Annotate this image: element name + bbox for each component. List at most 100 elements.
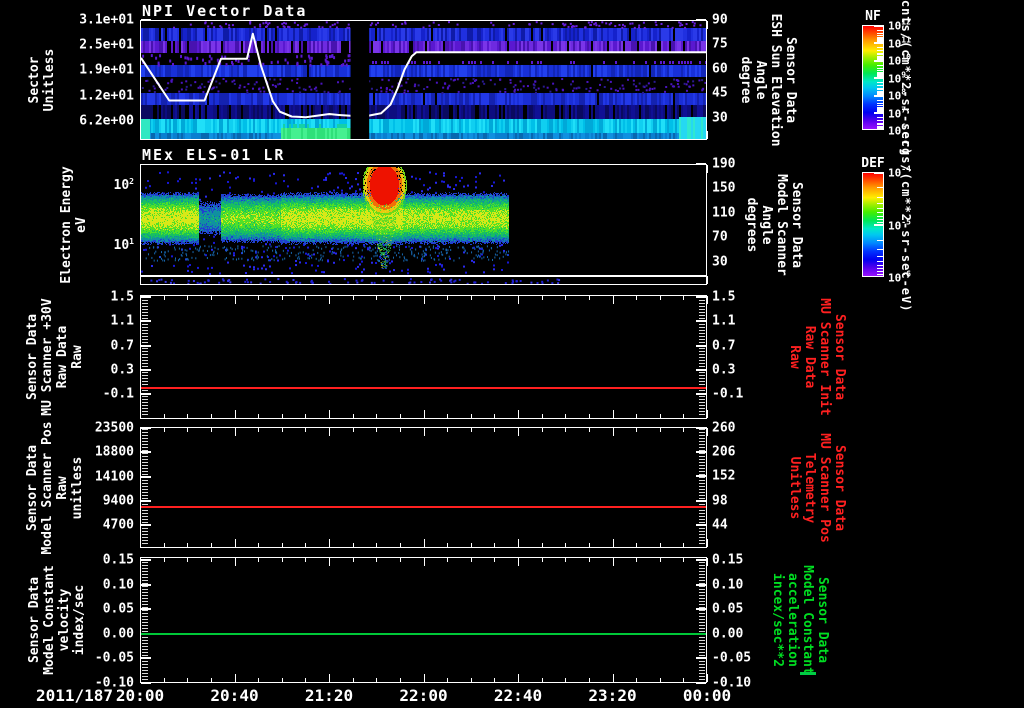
colorbar-minor-tick [877,126,883,127]
y-tick-label-right: 98 [712,493,728,509]
y-tick-label-right: 0.10 [712,577,744,593]
colorbar-minor-tick [877,70,883,71]
x-minor-tick [683,678,685,682]
x-minor-tick [659,543,661,547]
y-tick-label-right: 0.3 [712,362,736,378]
colorbar-tick-label: 1010 [888,52,911,68]
x-major-tick [423,428,425,436]
y-tick-label-left: 4700 [102,517,134,533]
y-minor-ticks-left [142,429,148,546]
colorbar-minor-tick [877,109,883,110]
axis-label-right-model-constant: Sensor Data Model Constant acceleration … [770,565,830,675]
x-major-tick [140,21,141,29]
stray-green-mark [800,672,816,675]
y-tick-label-right: -0.1 [712,386,744,402]
x-minor-tick [258,678,260,682]
colorbar-minor-tick [877,54,883,55]
colorbar-minor-tick [877,35,883,36]
y-major-tick [696,657,706,660]
x-minor-tick [565,414,567,418]
colorbar-minor-tick [877,100,883,101]
colorbar-minor-tick [877,105,883,106]
x-minor-tick [541,296,543,300]
x-major-tick [329,539,330,547]
x-minor-tick [565,543,567,547]
x-minor-tick [187,678,189,682]
x-minor-tick [588,558,590,562]
x-minor-tick [494,543,496,547]
y-major-tick [141,344,151,347]
x-minor-tick [187,296,189,300]
colorbar-minor-tick [877,92,883,93]
y-major-tick [141,475,151,478]
y-tick-label-right: 0.05 [712,601,744,617]
y-minor-ticks-right [699,559,705,681]
colorbar-minor-tick [877,274,883,275]
x-major-tick [140,131,141,139]
x-minor-tick [588,428,590,432]
x-minor-tick [210,428,212,432]
y-major-tick [141,523,151,526]
x-major-tick [234,674,236,682]
x-major-tick [423,539,425,547]
colorbar-tick-label: 10-6 [888,269,911,285]
colorbar-minor-tick [877,271,883,272]
x-minor-tick [588,414,590,418]
plot-area-mu30v [140,295,707,419]
colorbar-minor-tick [877,30,883,31]
colorbar-minor-tick [877,40,883,41]
y-tick-label-left: 101 [113,236,134,254]
colorbar-minor-tick [877,38,883,39]
colorbar-tick-label: 106 [888,122,907,138]
x-minor-tick [588,678,590,682]
colorbar-major-tick [874,77,883,79]
y-tick-label-left: 1.9e+01 [79,62,134,78]
y-tick-label-right: 60 [712,61,728,77]
x-minor-tick [281,296,283,300]
colorbar-minor-tick [877,120,883,121]
time-tick-label: 00:00 [682,686,732,705]
x-minor-tick [565,296,567,300]
y-tick-label-right: 0.00 [712,626,744,642]
x-major-tick [140,410,141,418]
x-major-tick [707,276,708,284]
colorbar-minor-tick [877,265,883,266]
x-major-tick [707,428,708,436]
x-minor-tick [210,558,212,562]
y-minor-ticks-right [699,429,705,546]
y-minor-ticks-left [142,297,148,417]
x-major-tick [612,539,614,547]
x-minor-tick [352,296,354,300]
y-tick-label-left: -0.05 [94,650,134,666]
x-minor-tick [399,428,401,432]
x-minor-tick [470,678,472,682]
axis-label-left-scanner-pos: Sensor Data Model Scanner Pos Raw unitle… [25,420,85,555]
colorbar-minor-tick [877,123,883,124]
y-major-tick [696,682,706,684]
axis-label-left-npi: Sector Unitless [27,48,57,112]
y-minor-ticks-right [699,297,705,417]
x-minor-tick [447,296,449,300]
x-major-tick [707,674,708,682]
colorbar-tick-label: 1012 [888,17,911,33]
x-major-tick [518,410,519,418]
y-major-tick [141,427,151,430]
y-major-tick [141,657,151,660]
colorbar-minor-tick [877,59,883,60]
y-major-tick [696,426,706,429]
y-major-tick [141,368,151,371]
colorbar-major-tick [874,60,883,62]
x-minor-tick [399,558,401,562]
y-tick-label-right: 0.7 [712,338,736,353]
x-major-tick [140,428,141,436]
y-major-tick [696,475,706,478]
x-minor-tick [565,678,567,682]
x-major-tick [423,296,425,304]
x-minor-tick [659,678,661,682]
y-tick-label-left: 0.15 [102,552,134,568]
y-major-tick [696,558,706,561]
colorbar-minor-tick [877,47,883,48]
x-major-tick [140,276,141,284]
x-major-tick [612,558,614,566]
